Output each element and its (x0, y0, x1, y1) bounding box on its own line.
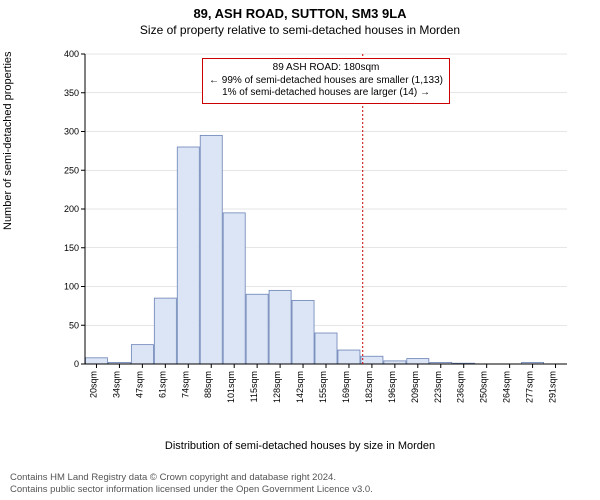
svg-text:300: 300 (64, 127, 79, 137)
svg-text:196sqm: 196sqm (387, 371, 397, 403)
svg-text:250: 250 (64, 165, 79, 175)
annotation-line1: 89 ASH ROAD: 180sqm (209, 62, 443, 75)
svg-text:236sqm: 236sqm (456, 371, 466, 403)
svg-text:0: 0 (74, 359, 79, 369)
svg-text:400: 400 (64, 49, 79, 59)
page-subtitle: Size of property relative to semi-detach… (0, 21, 600, 37)
svg-text:223sqm: 223sqm (433, 371, 443, 403)
chart-area: 0 50 100 150 200 250 300 350 400 20sqm 34sqm 47sqm 6… (55, 48, 575, 418)
svg-text:150: 150 (64, 243, 79, 253)
annotation-box: 89 ASH ROAD: 180sqm← 99% of semi-detache… (202, 58, 450, 104)
svg-text:250sqm: 250sqm (479, 371, 489, 403)
footer-attribution: Contains HM Land Registry data © Crown c… (10, 472, 373, 496)
svg-text:101sqm: 101sqm (226, 371, 236, 403)
svg-text:74sqm: 74sqm (180, 371, 190, 398)
svg-text:264sqm: 264sqm (502, 371, 512, 403)
annotation-line3: 1% of semi-detached houses are larger (1… (209, 87, 443, 100)
svg-text:182sqm: 182sqm (364, 371, 374, 403)
svg-text:47sqm: 47sqm (134, 371, 144, 398)
svg-text:200: 200 (64, 204, 79, 214)
svg-text:88sqm: 88sqm (203, 371, 213, 398)
svg-text:20sqm: 20sqm (88, 371, 98, 398)
footer-line1: Contains HM Land Registry data © Crown c… (10, 472, 373, 484)
x-axis-label: Distribution of semi-detached houses by … (0, 440, 600, 452)
svg-text:115sqm: 115sqm (249, 371, 259, 402)
svg-text:34sqm: 34sqm (111, 371, 121, 398)
svg-text:291sqm: 291sqm (548, 371, 558, 403)
annotation-line2: ← 99% of semi-detached houses are smalle… (209, 75, 443, 88)
page-title: 89, ASH ROAD, SUTTON, SM3 9LA (0, 0, 600, 21)
svg-text:50: 50 (69, 320, 79, 330)
footer-line2: Contains public sector information licen… (10, 484, 373, 496)
svg-text:209sqm: 209sqm (410, 371, 420, 403)
svg-text:61sqm: 61sqm (157, 371, 167, 398)
svg-text:169sqm: 169sqm (341, 371, 351, 403)
y-axis-label: Number of semi-detached properties (2, 51, 14, 230)
svg-text:350: 350 (64, 88, 79, 98)
histogram-plot: 0 50 100 150 200 250 300 350 400 20sqm 34sqm 47sqm 6… (55, 48, 575, 418)
svg-text:277sqm: 277sqm (525, 371, 535, 403)
svg-text:128sqm: 128sqm (272, 371, 282, 403)
svg-text:155sqm: 155sqm (318, 371, 328, 403)
svg-text:142sqm: 142sqm (295, 371, 305, 403)
svg-text:100: 100 (64, 282, 79, 292)
